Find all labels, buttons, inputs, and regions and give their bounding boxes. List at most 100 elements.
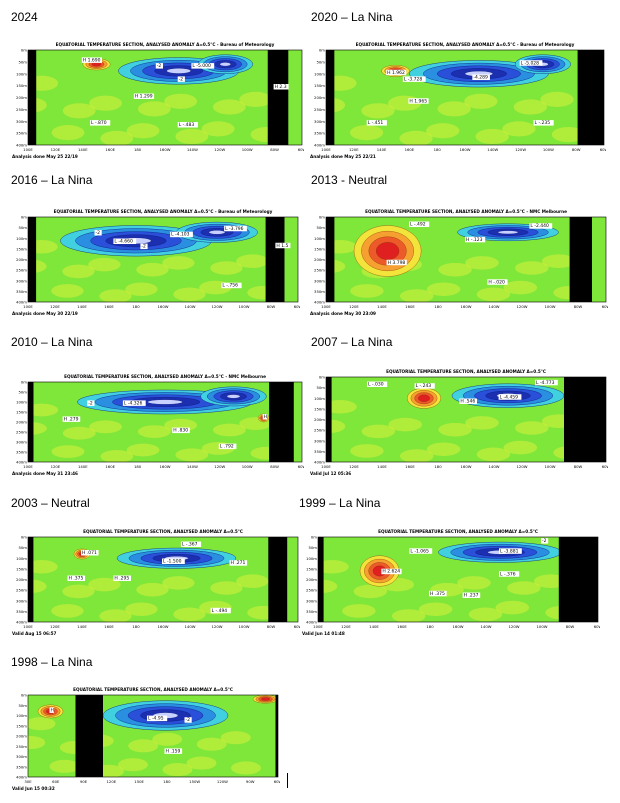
x-tick-label: 60W: [600, 147, 606, 152]
mild-anomaly-patch: [210, 581, 243, 595]
y-tick-label: 350m: [16, 131, 27, 136]
x-tick-label: 60W: [294, 624, 300, 629]
mild-anomaly-patch: [51, 604, 84, 618]
mild-anomaly-patch: [89, 95, 122, 111]
analysis-footer: Analysis done May 31 23:46: [12, 471, 78, 476]
land-mask: [265, 217, 285, 302]
x-tick-label: 100W: [543, 147, 554, 152]
y-tick-label: 250m: [306, 588, 317, 593]
x-tick-label: 120E: [341, 624, 351, 629]
contour-label-box: [87, 400, 95, 406]
y-tick-label: 100m: [16, 713, 27, 718]
mild-anomaly-patch: [465, 416, 499, 430]
y-tick-label: 100m: [16, 400, 27, 405]
contour-label-box: [465, 236, 486, 243]
y-tick-label: 150m: [16, 246, 27, 251]
cold-anomaly-contour: [147, 399, 183, 405]
plot-frame: [27, 49, 303, 146]
x-tick-label: 160W: [459, 147, 470, 152]
analysis-footer: Analysis done May 30 23:09: [310, 311, 376, 316]
y-tick-label: 350m: [16, 609, 27, 614]
mild-anomaly-patch: [128, 739, 159, 753]
section-chart: EQUATORIAL TEMPERATURE SECTION, ANALYSED…: [10, 525, 300, 640]
chart-svg: EQUATORIAL TEMPERATURE SECTION, ANALYSED…: [302, 529, 600, 636]
contour-label-box: [140, 243, 148, 250]
mild-anomaly-patch: [468, 607, 503, 622]
land-mask: [326, 377, 332, 462]
y-tick-label: 0m: [21, 535, 27, 540]
contour-label: H 1.5: [276, 243, 288, 249]
contour-label-box: [81, 550, 99, 556]
y-tick-label: 150m: [314, 406, 325, 411]
x-tick-label: 60W: [602, 464, 608, 469]
contour-label-box: [541, 538, 549, 544]
mild-anomaly-patch: [28, 736, 46, 750]
x-tick-label: 120W: [515, 147, 526, 152]
mild-anomaly-patch: [350, 444, 384, 458]
contour-label: L -.030: [368, 382, 384, 388]
contour-label-box: [529, 223, 553, 229]
y-tick-label: 250m: [16, 588, 27, 593]
land-mask: [28, 382, 34, 462]
x-tick-label: 120E: [349, 464, 359, 469]
plot-frame: [325, 216, 607, 303]
x-tick-label: 140W: [488, 464, 499, 469]
contour-label-box: [177, 122, 198, 128]
contour-label-box: [459, 398, 477, 404]
land-mask: [28, 217, 37, 302]
mild-anomaly-patch: [476, 287, 511, 302]
mild-anomaly-patch: [212, 99, 246, 115]
mild-anomaly-patch: [126, 443, 160, 457]
y-tick-label: 0m: [319, 375, 325, 380]
contour-label-box: [229, 560, 248, 566]
y-tick-label: 150m: [16, 83, 27, 88]
x-tick-label: 100E: [321, 464, 331, 469]
contour-label-box: [408, 98, 429, 104]
y-tick-label: 350m: [314, 289, 325, 294]
x-tick-label: 120W: [211, 624, 222, 629]
mild-anomaly-patch: [475, 128, 509, 145]
cold-anomaly-contour: [219, 62, 231, 67]
x-tick-label: 80W: [267, 304, 276, 309]
contour-label: H 1.962: [387, 70, 405, 76]
mild-anomaly-patch: [210, 261, 243, 275]
mild-anomaly-patch: [515, 261, 549, 275]
x-tick-label: 100W: [544, 304, 555, 309]
x-tick-label: 180: [426, 624, 434, 629]
chart-svg: EQUATORIAL TEMPERATURE SECTION, ANALYSED…: [12, 687, 280, 791]
section-chart: EQUATORIAL TEMPERATURE SECTION, ANALYSED…: [308, 38, 606, 163]
y-tick-label: 150m: [306, 566, 317, 571]
chart-title: EQUATORIAL TEMPERATURE SECTION, ANALYSED…: [56, 42, 275, 47]
x-tick-label: 150W: [189, 779, 200, 784]
contour-label: L -.235: [535, 120, 551, 126]
contour-label-box: [90, 120, 111, 126]
mild-anomaly-patch: [239, 91, 273, 107]
chart-title: EQUATORIAL TEMPERATURE SECTION, ANALYSED…: [54, 209, 273, 214]
mild-anomaly-patch: [350, 284, 384, 298]
mild-anomaly-patch: [503, 440, 538, 455]
y-tick-label: 200m: [314, 95, 325, 100]
chart-svg: EQUATORIAL TEMPERATURE SECTION, ANALYSED…: [12, 529, 300, 636]
contour-label: H .830: [173, 428, 188, 434]
contour-label: H .159: [166, 748, 181, 754]
contour-label-box: [386, 69, 407, 76]
y-tick-label: 350m: [306, 609, 317, 614]
plot-frame: [27, 536, 299, 623]
contour-label: H: [264, 414, 267, 420]
x-tick-label: 160E: [405, 464, 415, 469]
x-tick-label: 60W: [274, 779, 280, 784]
mild-anomaly-patch: [361, 424, 396, 439]
mild-anomaly-patch: [136, 262, 169, 277]
mild-anomaly-patch: [476, 447, 511, 462]
land-mask: [558, 537, 598, 622]
contour-label-box: [519, 60, 543, 66]
x-tick-label: 120E: [51, 147, 61, 152]
contour-label: L -4.660: [114, 239, 133, 245]
cold-anomaly-contour: [166, 68, 191, 74]
x-tick-label: 140E: [77, 304, 87, 309]
y-tick-label: 0m: [21, 48, 27, 53]
y-tick-label: 100m: [16, 71, 27, 76]
mild-anomaly-patch: [541, 254, 576, 268]
y-tick-label: 300m: [306, 598, 317, 603]
y-tick-label: 200m: [16, 95, 27, 100]
